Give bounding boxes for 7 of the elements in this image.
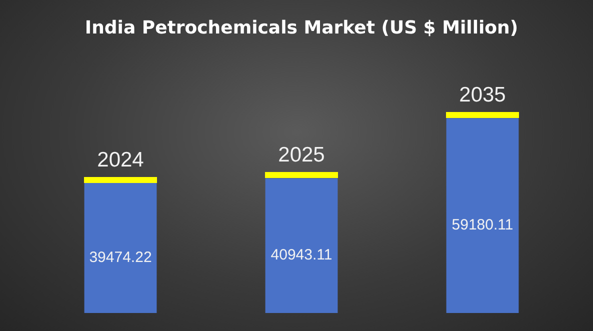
x-tick-label: 2024 (97, 148, 144, 172)
data-label: 40943.11 (270, 246, 332, 264)
x-tick-label: 2035 (459, 83, 506, 106)
data-label: 39474.22 (89, 249, 152, 266)
data-label: 59180.11 (452, 216, 514, 234)
x-tick-label: 2025 (278, 143, 325, 166)
chart-title: India Petrochemicals Market (US $ Million) (84, 17, 518, 38)
